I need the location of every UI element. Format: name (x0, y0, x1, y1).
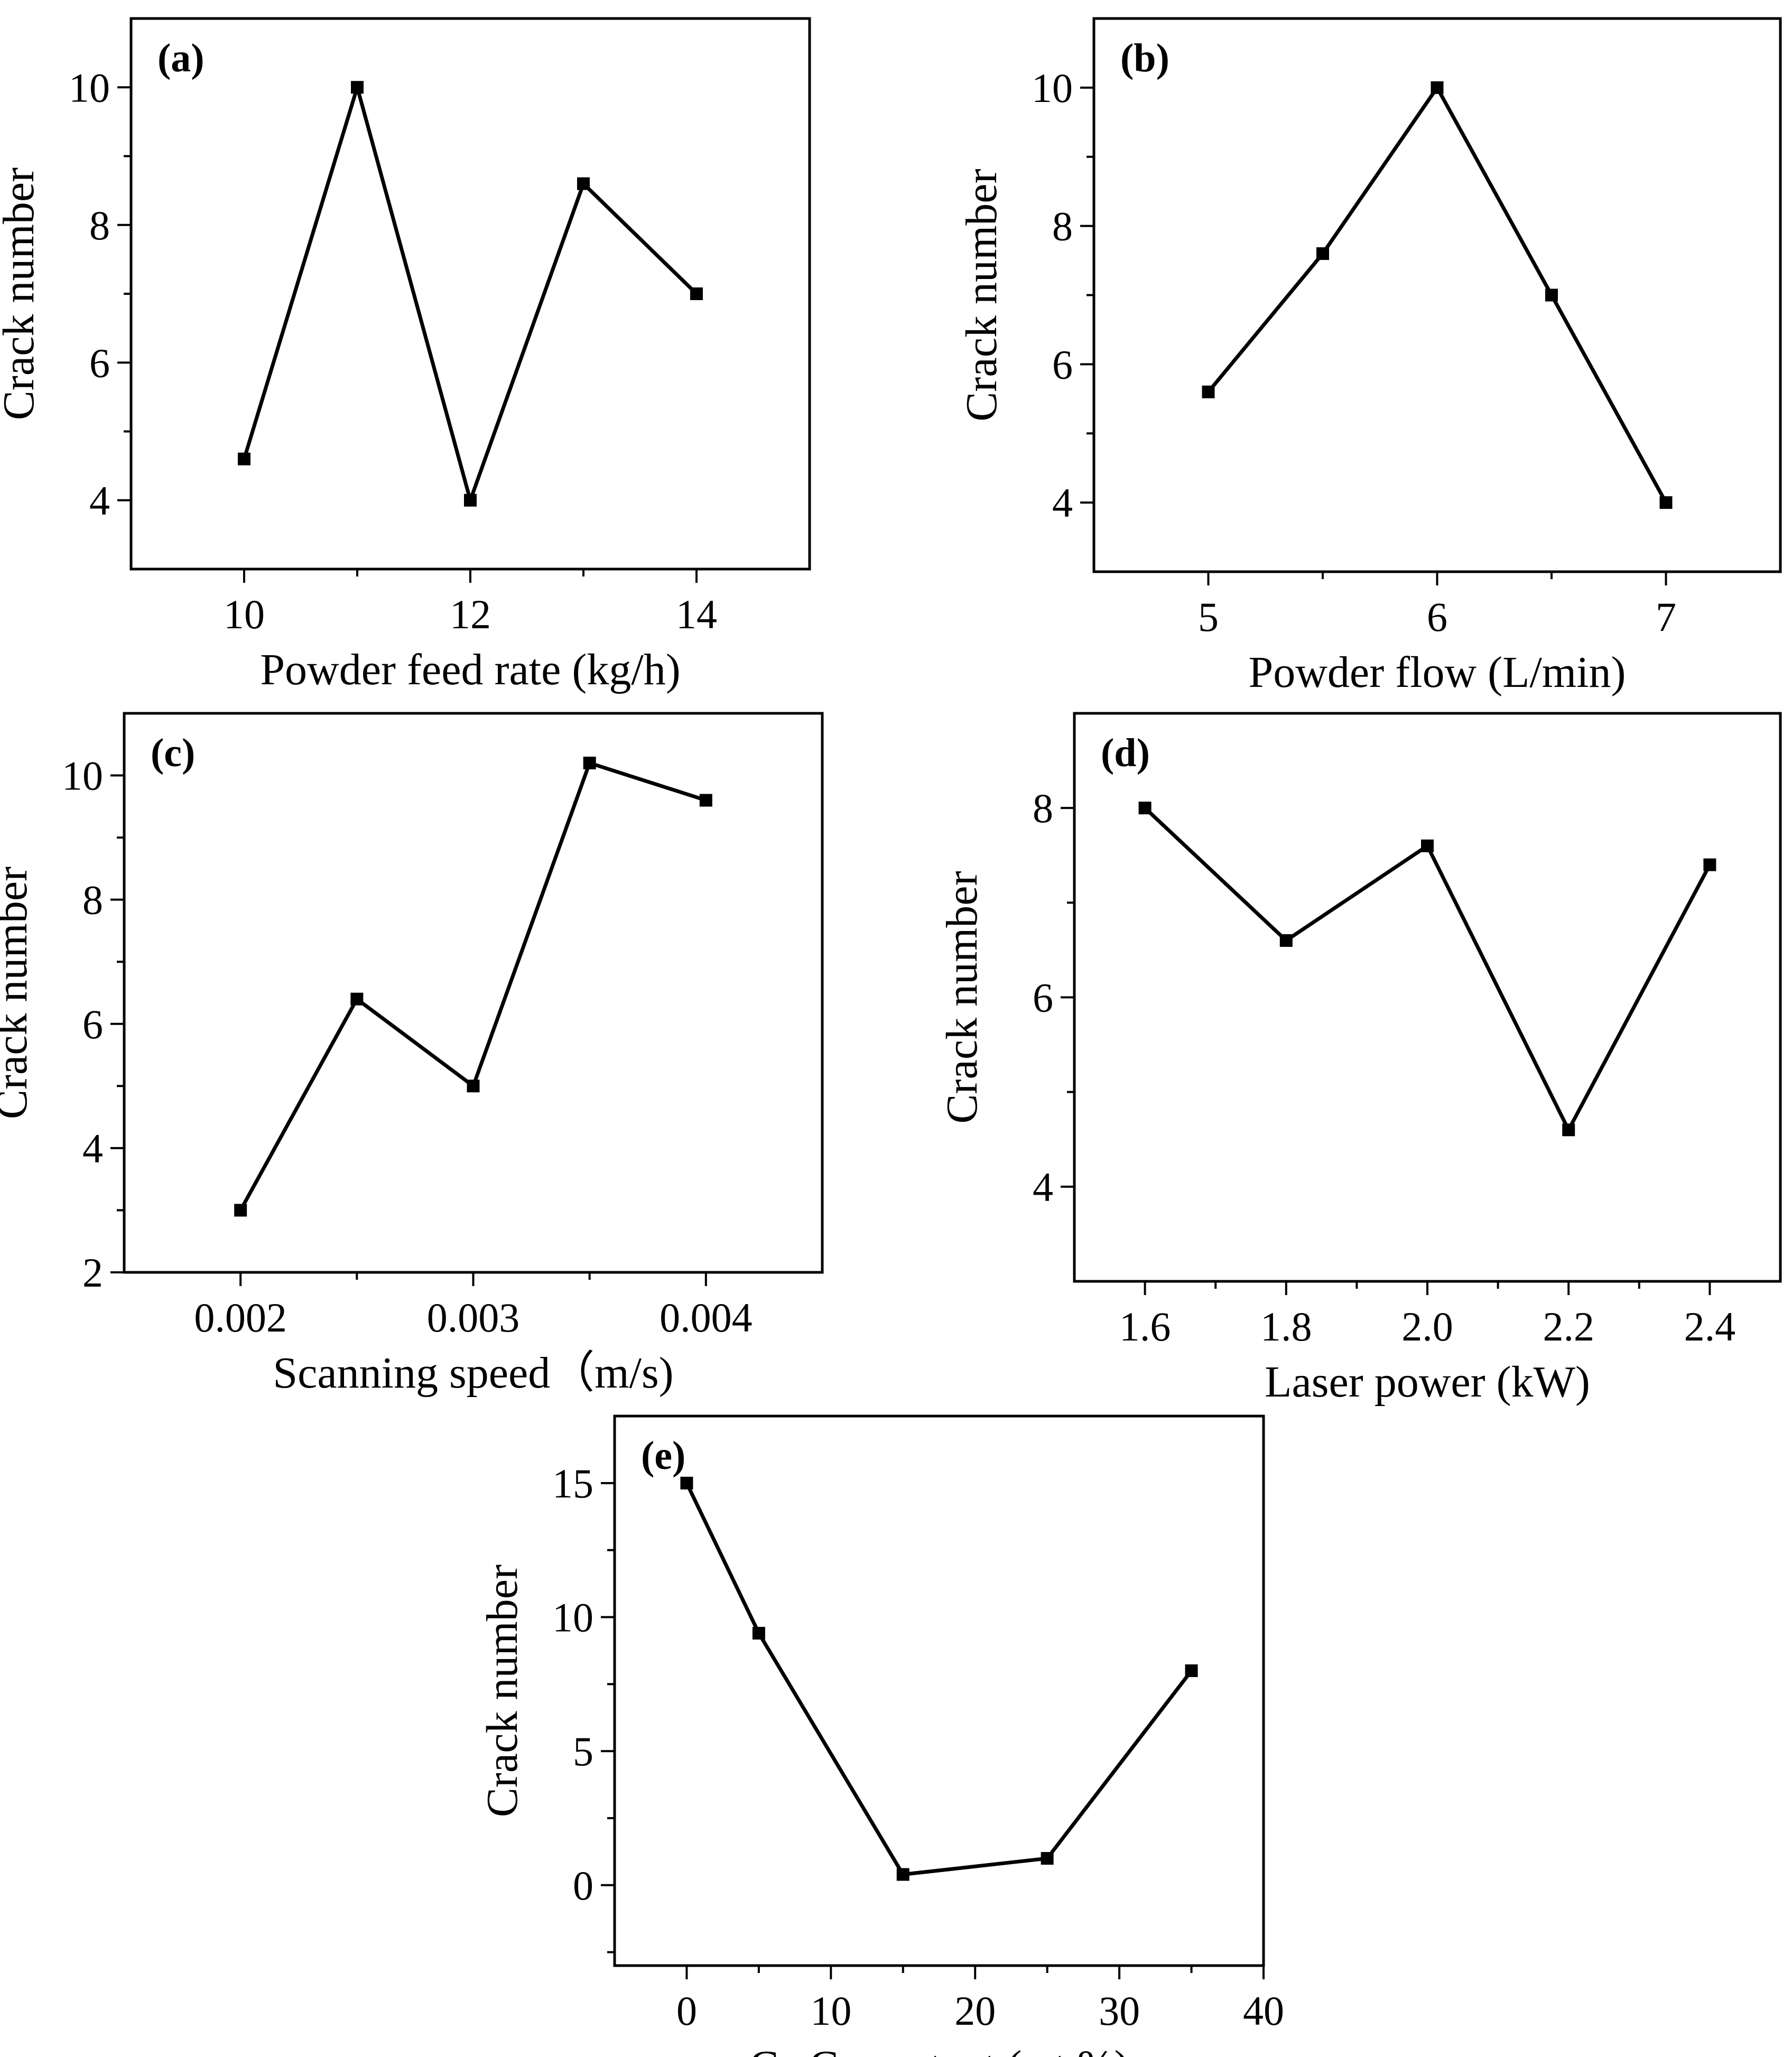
series-line (1144, 806, 1712, 1134)
y-tick-label: 6 (1033, 975, 1053, 1021)
data-point (1545, 288, 1558, 302)
data-point (351, 81, 364, 94)
y-tick-label: 8 (82, 877, 103, 923)
x-tick-label: 2.0 (1401, 1304, 1453, 1349)
plot-frame (1092, 17, 1782, 573)
panel-label: (b) (1120, 36, 1169, 80)
data-point (1041, 1852, 1054, 1865)
x-tick-label: 5 (1198, 594, 1219, 640)
data-point (577, 177, 590, 190)
data-point (752, 1626, 765, 1640)
y-tick-label: 8 (1033, 785, 1053, 831)
data-point (234, 1204, 247, 1217)
x-tick-label: 1.6 (1119, 1304, 1171, 1349)
series-line (239, 760, 707, 1212)
plot-frame (1073, 712, 1782, 1283)
y-tick-label: 10 (552, 1594, 593, 1640)
plot-frame (613, 1414, 1265, 1967)
y-axis-title: Crack number (957, 169, 1006, 421)
panel-label: (d) (1101, 731, 1150, 775)
x-tick-label: 2.2 (1543, 1304, 1594, 1349)
data-point (699, 794, 712, 807)
y-tick-label: 4 (1033, 1164, 1053, 1210)
x-tick-label: 10 (810, 1988, 851, 2034)
y-axis-title: Crack number (937, 871, 987, 1123)
x-tick-label: 10 (224, 591, 265, 637)
chart-panel-c: 0.002 0.003 0.004 2 4 6 8 10 Scanning speed（m/s)… (0, 712, 824, 1398)
data-point (1185, 1664, 1198, 1677)
x-tick-label: 30 (1099, 1988, 1140, 2034)
x-tick-label: 12 (450, 591, 491, 637)
data-point (1703, 858, 1716, 871)
y-tick-label: 2 (82, 1250, 103, 1296)
series-line (1206, 84, 1668, 504)
y-tick-label: 8 (89, 202, 110, 248)
y-tick-label: 6 (82, 1001, 103, 1047)
x-axis-title: Cr₃C₂ content (wt.%) (749, 2042, 1129, 2057)
data-point (464, 494, 477, 507)
x-tick-label: 0.003 (427, 1295, 520, 1341)
panel-label: (c) (151, 731, 195, 775)
x-tick-label: 40 (1243, 1988, 1284, 2034)
data-point (1562, 1123, 1575, 1137)
series-line (685, 1482, 1193, 1877)
data-point (350, 992, 364, 1006)
y-tick-label: 4 (89, 478, 110, 524)
y-tick-label: 0 (573, 1863, 593, 1909)
data-point (1659, 496, 1673, 509)
data-point (896, 1868, 909, 1881)
data-point (1202, 385, 1215, 398)
data-point (238, 452, 250, 466)
y-tick-label: 5 (573, 1728, 593, 1774)
y-tick-label: 15 (552, 1460, 593, 1506)
chart-panel-d: 1.6 1.8 2.0 2.2 2.4 4 6 8 Laser power (kW) Crack … (937, 712, 1782, 1407)
y-tick-label: 4 (82, 1125, 103, 1171)
x-tick-label: 6 (1427, 594, 1447, 640)
plot-frame (129, 17, 811, 571)
chart-panel-e: 0 10 20 30 40 0 5 10 15 Cr₃C₂ content (wt.%) Crack… (478, 1414, 1284, 2057)
x-axis-title: Powder feed rate (kg/h) (260, 645, 680, 694)
data-point (1138, 802, 1152, 815)
y-tick-label: 10 (69, 64, 110, 110)
chart-panel-a: 10 12 14 4 6 8 10 Powder feed rate (kg/h) Crack … (0, 17, 811, 694)
data-point (1279, 934, 1293, 947)
y-tick-label: 6 (89, 340, 110, 386)
x-tick-label: 0.002 (194, 1295, 287, 1341)
x-axis-title: Laser power (kW) (1265, 1357, 1590, 1407)
x-tick-label: 1.8 (1260, 1304, 1312, 1349)
data-point (1421, 839, 1434, 852)
panel-label: (e) (641, 1434, 685, 1478)
data-point (680, 1476, 693, 1490)
panel-label: (a) (157, 36, 205, 80)
data-point (467, 1079, 480, 1093)
y-tick-label: 10 (62, 753, 103, 799)
x-tick-label: 14 (676, 591, 717, 637)
data-point (1431, 81, 1444, 94)
x-tick-label: 20 (954, 1988, 996, 2034)
y-axis-title: Crack number (0, 167, 43, 420)
data-point (690, 287, 703, 300)
plot-frame (123, 712, 824, 1274)
x-tick-label: 0.004 (660, 1295, 753, 1341)
series-line (242, 80, 698, 507)
data-point (583, 757, 596, 770)
y-tick-label: 10 (1032, 65, 1073, 111)
x-axis-title: Powder flow (L/min) (1249, 648, 1626, 697)
y-tick-label: 8 (1052, 203, 1073, 249)
y-axis-title: Crack number (0, 867, 36, 1119)
y-tick-label: 4 (1052, 480, 1073, 526)
chart-panel-b: 5 6 7 4 6 8 10 Powder flow (L/min) Crack number (… (957, 17, 1782, 697)
x-tick-label: 2.4 (1684, 1304, 1736, 1349)
x-tick-label: 0 (676, 1988, 697, 2034)
x-tick-label: 7 (1656, 594, 1676, 640)
y-axis-title: Crack number (478, 1565, 527, 1817)
y-tick-label: 6 (1052, 341, 1073, 387)
data-point (1316, 247, 1329, 260)
x-axis-title: Scanning speed（m/s) (273, 1348, 673, 1398)
